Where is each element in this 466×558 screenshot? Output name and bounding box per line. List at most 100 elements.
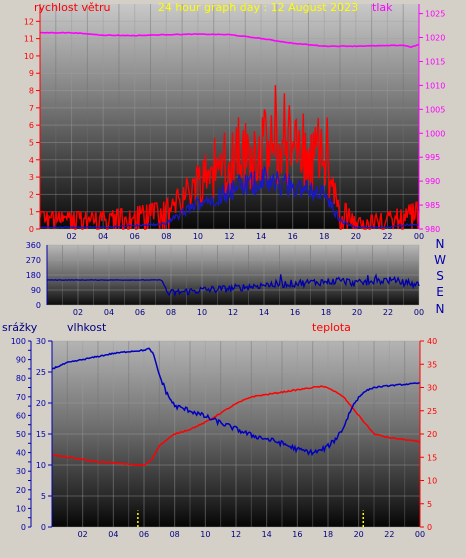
- chart-title: 24 hour graph day : 12 August 2023: [158, 1, 358, 14]
- temperature-label: teplota: [312, 321, 351, 334]
- pressure-ytick-985: 985: [425, 201, 440, 210]
- wind-pressure-xtick-08: 08: [161, 232, 171, 241]
- wind-pressure-xtick-14: 14: [256, 232, 266, 241]
- wind-ytick-7: 7: [29, 104, 34, 113]
- humidity-temp-xtick-00: 00: [415, 530, 425, 539]
- pressure-label: tlak: [372, 1, 393, 14]
- temp-ytick-20: 20: [427, 430, 437, 439]
- temp-ytick-35: 35: [427, 360, 437, 369]
- wind-direction-xtick-10: 10: [197, 308, 207, 317]
- humidity-temp-xtick-12: 12: [231, 530, 241, 539]
- rain-ytick-40: 40: [16, 449, 26, 458]
- humidity-ytick-30: 30: [36, 337, 46, 346]
- humidity-ytick-0: 0: [41, 523, 46, 532]
- temp-ytick-15: 15: [427, 453, 437, 462]
- humidity-ytick-5: 5: [41, 492, 46, 501]
- humidity-ytick-25: 25: [36, 368, 46, 377]
- wind-direction-xtick-12: 12: [228, 308, 238, 317]
- wind-pressure-xtick-22: 22: [382, 232, 392, 241]
- rain-label: srážky: [2, 321, 38, 334]
- humidity-temp-xtick-06: 06: [139, 530, 149, 539]
- direction-ytick-360: 360: [26, 241, 41, 250]
- wind-direction-grid: [46, 244, 420, 306]
- humidity-ytick-20: 20: [36, 399, 46, 408]
- wind-ytick-11: 11: [24, 35, 34, 44]
- wind-direction-series-line: [46, 273, 420, 298]
- wind-ytick-9: 9: [29, 69, 34, 78]
- wind-direction-xtick-06: 06: [135, 308, 145, 317]
- rain-ytick-60: 60: [16, 411, 26, 420]
- direction-ytick-180: 180: [26, 271, 41, 280]
- wind-ytick-4: 4: [29, 156, 34, 165]
- wind-direction-marks: [46, 273, 420, 298]
- humidity-ytick-10: 10: [36, 461, 46, 470]
- wind-pressure-xtick-16: 16: [288, 232, 298, 241]
- wind-average-series-line: [39, 165, 420, 229]
- pressure-ytick-1000: 1000: [425, 129, 445, 138]
- temp-ytick-0: 0: [427, 523, 432, 532]
- direction-ytick-270: 270: [26, 256, 41, 265]
- humidity-temp-xtick-10: 10: [200, 530, 210, 539]
- temp-ytick-5: 5: [427, 500, 432, 509]
- temp-ytick-40: 40: [427, 337, 437, 346]
- pressure-ytick-1025: 1025: [425, 10, 445, 19]
- humidity-temp-xtick-08: 08: [170, 530, 180, 539]
- wind-gust-series-line: [39, 85, 420, 230]
- humidity-temp-marks: [51, 347, 421, 527]
- wind-direction-xtick-16: 16: [290, 308, 300, 317]
- rain-ytick-80: 80: [16, 374, 26, 383]
- humidity-temp-xtick-04: 04: [108, 530, 118, 539]
- temperature-series-line: [51, 385, 421, 467]
- rain-ytick-20: 20: [16, 486, 26, 495]
- humidity-temp-xtick-20: 20: [354, 530, 364, 539]
- humidity-temp-axes: 0102030405060708090100051015202530051015…: [11, 337, 437, 539]
- wind-pressure-xtick-06: 06: [130, 232, 140, 241]
- wind-ytick-1: 1: [29, 208, 34, 217]
- pressure-ytick-990: 990: [425, 177, 440, 186]
- humidity-series-line: [51, 347, 421, 457]
- wind-pressure-xtick-02: 02: [66, 232, 76, 241]
- pressure-ytick-980: 980: [425, 225, 440, 234]
- pressure-ytick-995: 995: [425, 153, 440, 162]
- pressure-ytick-1015: 1015: [425, 57, 445, 66]
- wind-speed-label: rychlost větru: [34, 1, 110, 14]
- wind-direction-xtick-02: 02: [73, 308, 83, 317]
- wind-pressure-axes: 0123456789101112980985990995100010051010…: [24, 4, 445, 241]
- rain-ytick-0: 0: [21, 523, 26, 532]
- rain-ytick-70: 70: [16, 393, 26, 402]
- compass-label-south: S: [436, 269, 444, 283]
- wind-direction-plot-bg: [47, 245, 419, 305]
- wind-pressure-xtick-20: 20: [351, 232, 361, 241]
- wind-ytick-10: 10: [24, 52, 34, 61]
- temp-ytick-30: 30: [427, 384, 437, 393]
- humidity-temp-xtick-22: 22: [384, 530, 394, 539]
- compass-label-west: W: [434, 253, 446, 267]
- rain-ytick-90: 90: [16, 356, 26, 365]
- wind-ytick-0: 0: [29, 225, 34, 234]
- wind-ytick-3: 3: [29, 173, 34, 182]
- compass-labels: N W S E N: [434, 237, 446, 316]
- direction-ytick-0: 0: [36, 301, 41, 310]
- temp-ytick-25: 25: [427, 407, 437, 416]
- humidity-temp-xtick-18: 18: [323, 530, 333, 539]
- wind-pressure-xtick-04: 04: [98, 232, 108, 241]
- rain-ytick-50: 50: [16, 430, 26, 439]
- wind-ytick-8: 8: [29, 87, 34, 96]
- wind-direction-xtick-22: 22: [383, 308, 393, 317]
- wind-pressure-xtick-12: 12: [224, 232, 234, 241]
- compass-label-east: E: [436, 285, 444, 299]
- wind-pressure-xtick-10: 10: [193, 232, 203, 241]
- compass-label-north-top: N: [436, 237, 445, 251]
- wind-direction-xtick-20: 20: [352, 308, 362, 317]
- humidity-temp-xtick-16: 16: [292, 530, 302, 539]
- humidity-label: vlhkost: [67, 321, 107, 334]
- temp-ytick-10: 10: [427, 477, 437, 486]
- humidity-temp-xtick-02: 02: [78, 530, 88, 539]
- direction-ytick-90: 90: [31, 286, 41, 295]
- humidity-ytick-15: 15: [36, 430, 46, 439]
- rain-ytick-30: 30: [16, 467, 26, 476]
- pressure-series-line: [39, 31, 420, 49]
- wind-direction-axes: 0 90 180 270 360 02 04 06 08 10 12 14 16 18 20 22 00: [26, 241, 424, 317]
